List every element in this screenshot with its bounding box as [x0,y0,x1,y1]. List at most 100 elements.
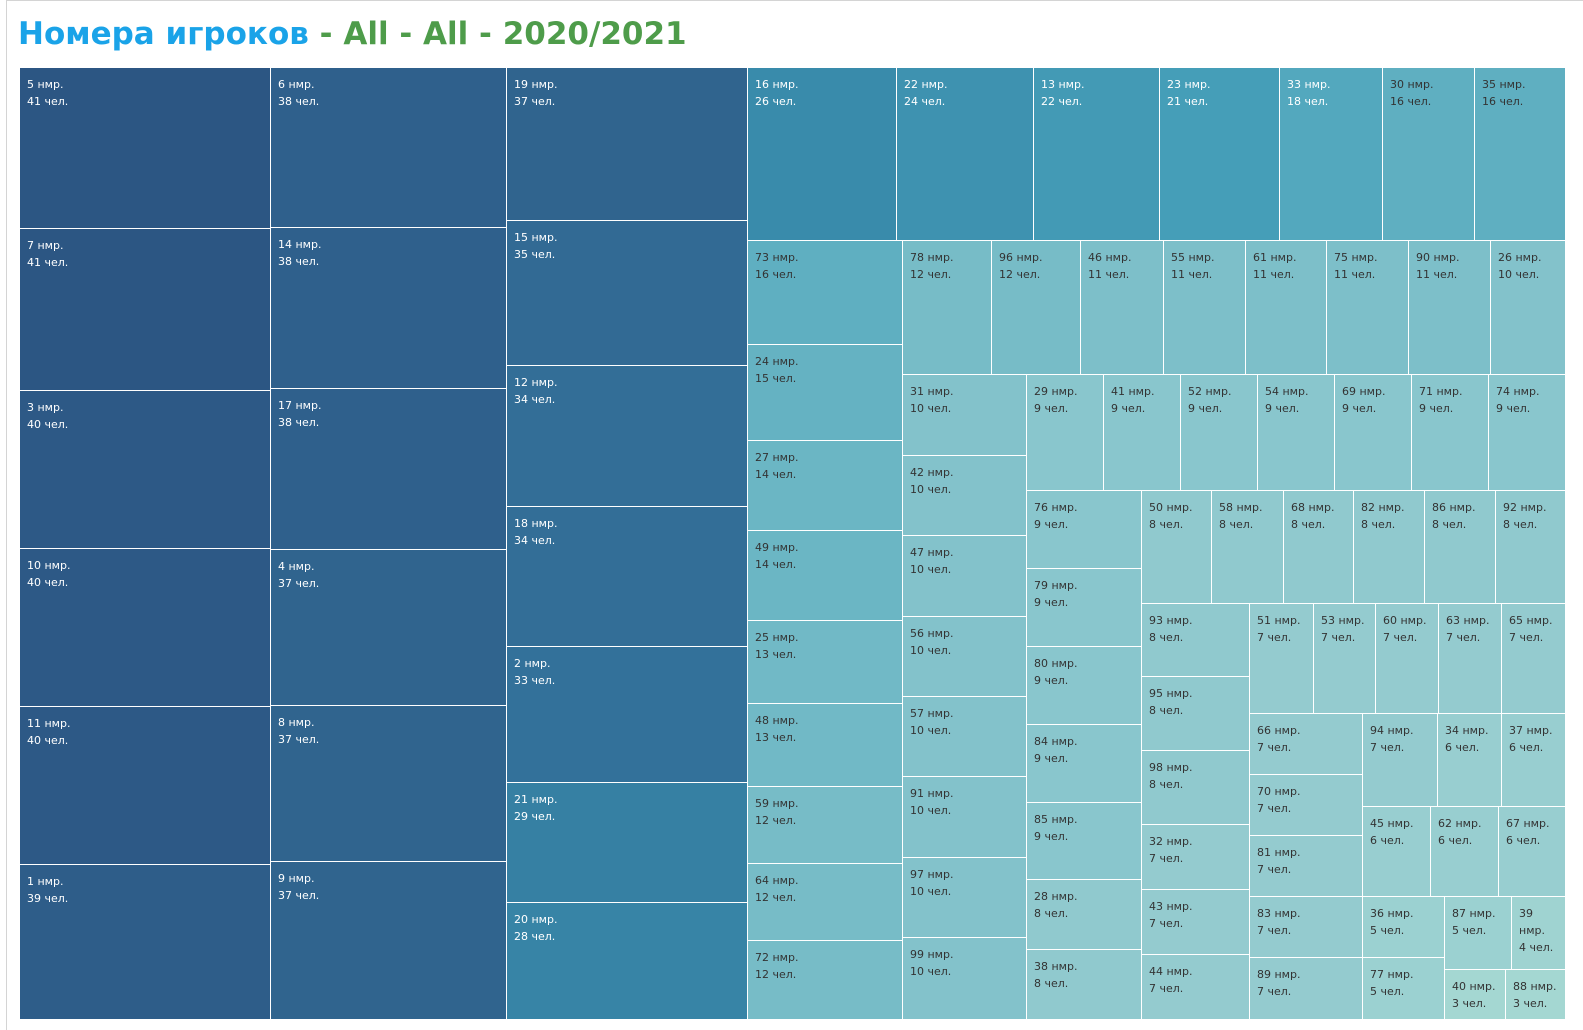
treemap-tile-60[interactable]: 60 нмр. 7 чел. [1376,604,1439,714]
treemap-tile-67[interactable]: 67 нмр. 6 чел. [1499,807,1566,897]
treemap-tile-50[interactable]: 50 нмр. 8 чел. [1142,491,1212,604]
treemap-tile-82[interactable]: 82 нмр. 8 чел. [1354,491,1425,604]
treemap-tile-64[interactable]: 64 нмр. 12 чел. [748,864,903,941]
treemap-tile-25[interactable]: 25 нмр. 13 чел. [748,621,903,704]
treemap-tile-93[interactable]: 93 нмр. 8 чел. [1142,604,1250,677]
treemap-tile-37[interactable]: 37 нмр. 6 чел. [1502,714,1566,807]
treemap-tile-55[interactable]: 55 нмр. 11 чел. [1164,241,1246,375]
treemap-tile-63[interactable]: 63 нмр. 7 чел. [1439,604,1502,714]
treemap-tile-59[interactable]: 59 нмр. 12 чел. [748,787,903,864]
treemap-tile-71[interactable]: 71 нмр. 9 чел. [1412,375,1489,491]
treemap-tile-88[interactable]: 88 нмр. 3 чел. [1506,970,1566,1020]
treemap-tile-56[interactable]: 56 нмр. 10 чел. [903,617,1027,697]
treemap-tile-99[interactable]: 99 нмр. 10 чел. [903,938,1027,1020]
treemap-tile-74[interactable]: 74 нмр. 9 чел. [1489,375,1566,491]
treemap-tile-15[interactable]: 15 нмр. 35 чел. [507,221,748,366]
treemap-tile-46[interactable]: 46 нмр. 11 чел. [1081,241,1164,375]
treemap-tile-91[interactable]: 91 нмр. 10 чел. [903,777,1027,858]
treemap-tile-3[interactable]: 3 нмр. 40 чел. [20,391,271,549]
treemap-tile-57[interactable]: 57 нмр. 10 чел. [903,697,1027,777]
treemap-tile-65[interactable]: 65 нмр. 7 чел. [1502,604,1566,714]
treemap-tile-61[interactable]: 61 нмр. 11 чел. [1246,241,1327,375]
treemap-tile-89[interactable]: 89 нмр. 7 чел. [1250,958,1363,1020]
treemap-tile-72[interactable]: 72 нмр. 12 чел. [748,941,903,1020]
treemap-tile-78[interactable]: 78 нмр. 12 чел. [903,241,992,375]
treemap-tile-8[interactable]: 8 нмр. 37 чел. [271,706,507,862]
treemap-tile-6[interactable]: 6 нмр. 38 чел. [271,68,507,228]
treemap-tile-10[interactable]: 10 нмр. 40 чел. [20,549,271,707]
treemap-tile-2[interactable]: 2 нмр. 33 чел. [507,647,748,783]
treemap-tile-11[interactable]: 11 нмр. 40 чел. [20,707,271,865]
treemap-tile-22[interactable]: 22 нмр. 24 чел. [897,68,1034,241]
treemap-tile-21[interactable]: 21 нмр. 29 чел. [507,783,748,903]
treemap-tile-33[interactable]: 33 нмр. 18 чел. [1280,68,1383,241]
treemap-tile-40[interactable]: 40 нмр. 3 чел. [1445,970,1506,1020]
treemap-tile-48[interactable]: 48 нмр. 13 чел. [748,704,903,787]
treemap-tile-32[interactable]: 32 нмр. 7 чел. [1142,825,1250,890]
treemap-tile-75[interactable]: 75 нмр. 11 чел. [1327,241,1409,375]
treemap-tile-45[interactable]: 45 нмр. 6 чел. [1363,807,1431,897]
treemap-tile-96[interactable]: 96 нмр. 12 чел. [992,241,1081,375]
treemap-tile-84[interactable]: 84 нмр. 9 чел. [1027,725,1142,803]
treemap-tile-54[interactable]: 54 нмр. 9 чел. [1258,375,1335,491]
treemap-tile-49[interactable]: 49 нмр. 14 чел. [748,531,903,621]
treemap-tile-26[interactable]: 26 нмр. 10 чел. [1491,241,1566,375]
treemap-tile-51[interactable]: 51 нмр. 7 чел. [1250,604,1314,714]
treemap-tile-35[interactable]: 35 нмр. 16 чел. [1475,68,1566,241]
treemap-tile-23[interactable]: 23 нмр. 21 чел. [1160,68,1280,241]
treemap-tile-42[interactable]: 42 нмр. 10 чел. [903,456,1027,536]
treemap-tile-19[interactable]: 19 нмр. 37 чел. [507,68,748,221]
treemap-tile-20[interactable]: 20 нмр. 28 чел. [507,903,748,1020]
treemap-tile-76[interactable]: 76 нмр. 9 чел. [1027,491,1142,569]
treemap-tile-90[interactable]: 90 нмр. 11 чел. [1409,241,1491,375]
treemap-tile-44[interactable]: 44 нмр. 7 чел. [1142,955,1250,1020]
treemap-tile-5[interactable]: 5 нмр. 41 чел. [20,68,271,229]
treemap-tile-14[interactable]: 14 нмр. 38 чел. [271,228,507,389]
treemap-tile-13[interactable]: 13 нмр. 22 чел. [1034,68,1160,241]
treemap-tile-34[interactable]: 34 нмр. 6 чел. [1438,714,1502,807]
treemap-tile-24[interactable]: 24 нмр. 15 чел. [748,345,903,441]
treemap-tile-73[interactable]: 73 нмр. 16 чел. [748,241,903,345]
treemap-tile-92[interactable]: 92 нмр. 8 чел. [1496,491,1566,604]
treemap-tile-16[interactable]: 16 нмр. 26 чел. [748,68,897,241]
tile-label: 53 нмр. [1321,614,1365,627]
treemap-tile-87[interactable]: 87 нмр. 5 чел. [1445,897,1512,970]
treemap-tile-69[interactable]: 69 нмр. 9 чел. [1335,375,1412,491]
treemap-tile-31[interactable]: 31 нмр. 10 чел. [903,375,1027,456]
treemap-tile-81[interactable]: 81 нмр. 7 чел. [1250,836,1363,897]
treemap-tile-47[interactable]: 47 нмр. 10 чел. [903,536,1027,617]
treemap-tile-39[interactable]: 39 нмр. 4 чел. [1512,897,1566,970]
treemap-tile-1[interactable]: 1 нмр. 39 чел. [20,865,271,1020]
treemap-tile-83[interactable]: 83 нмр. 7 чел. [1250,897,1363,958]
treemap-tile-18[interactable]: 18 нмр. 34 чел. [507,507,748,647]
treemap-tile-98[interactable]: 98 нмр. 8 чел. [1142,751,1250,825]
treemap-tile-38[interactable]: 38 нмр. 8 чел. [1027,950,1142,1020]
treemap-tile-77[interactable]: 77 нмр. 5 чел. [1363,958,1445,1020]
treemap-tile-70[interactable]: 70 нмр. 7 чел. [1250,775,1363,836]
treemap-tile-43[interactable]: 43 нмр. 7 чел. [1142,890,1250,955]
treemap-tile-97[interactable]: 97 нмр. 10 чел. [903,858,1027,938]
treemap-tile-7[interactable]: 7 нмр. 41 чел. [20,229,271,391]
treemap-tile-30[interactable]: 30 нмр. 16 чел. [1383,68,1475,241]
treemap-tile-28[interactable]: 28 нмр. 8 чел. [1027,880,1142,950]
treemap-tile-52[interactable]: 52 нмр. 9 чел. [1181,375,1258,491]
treemap-tile-36[interactable]: 36 нмр. 5 чел. [1363,897,1445,958]
treemap-tile-68[interactable]: 68 нмр. 8 чел. [1284,491,1354,604]
treemap-tile-27[interactable]: 27 нмр. 14 чел. [748,441,903,531]
treemap-tile-79[interactable]: 79 нмр. 9 чел. [1027,569,1142,647]
treemap-tile-80[interactable]: 80 нмр. 9 чел. [1027,647,1142,725]
treemap-tile-85[interactable]: 85 нмр. 9 чел. [1027,803,1142,880]
treemap-tile-94[interactable]: 94 нмр. 7 чел. [1363,714,1438,807]
treemap-tile-17[interactable]: 17 нмр. 38 чел. [271,389,507,550]
treemap-tile-12[interactable]: 12 нмр. 34 чел. [507,366,748,507]
treemap-tile-53[interactable]: 53 нмр. 7 чел. [1314,604,1376,714]
treemap-tile-62[interactable]: 62 нмр. 6 чел. [1431,807,1499,897]
treemap-tile-4[interactable]: 4 нмр. 37 чел. [271,550,507,706]
treemap-tile-66[interactable]: 66 нмр. 7 чел. [1250,714,1363,775]
treemap-tile-86[interactable]: 86 нмр. 8 чел. [1425,491,1496,604]
treemap-tile-41[interactable]: 41 нмр. 9 чел. [1104,375,1181,491]
treemap-tile-58[interactable]: 58 нмр. 8 чел. [1212,491,1284,604]
treemap-tile-29[interactable]: 29 нмр. 9 чел. [1027,375,1104,491]
treemap-tile-95[interactable]: 95 нмр. 8 чел. [1142,677,1250,751]
treemap-tile-9[interactable]: 9 нмр. 37 чел. [271,862,507,1020]
